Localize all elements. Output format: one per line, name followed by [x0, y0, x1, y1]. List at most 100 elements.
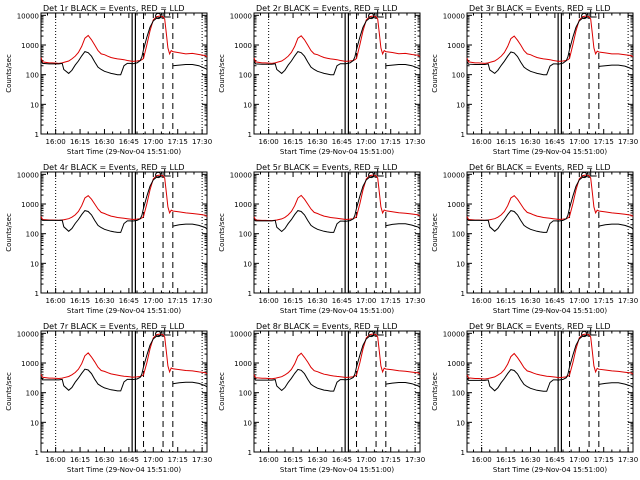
x-tick-label: 16:45	[119, 138, 139, 146]
y-tick-label: 10	[30, 419, 39, 427]
y-tick-label: 10	[456, 260, 465, 268]
y-tick-label: 1000	[234, 201, 252, 209]
y-tick-label: 10	[30, 101, 39, 109]
y-tick-label: 10000	[443, 171, 465, 179]
x-tick-label: 16:00	[46, 138, 66, 146]
y-tick-label: 10	[456, 101, 465, 109]
y-axis-label: Counts/sec	[431, 372, 439, 411]
x-tick-label: 16:15	[496, 297, 516, 305]
y-tick-label: 100	[452, 390, 465, 398]
x-tick-label: 16:15	[70, 297, 90, 305]
panel-1: Det 1r BLACK = Events, RED = LLD 1 10 100 10…	[5, 4, 212, 156]
y-axis-label: Counts/sec	[218, 213, 226, 252]
x-tick-label: 17:15	[168, 138, 188, 146]
x-tick-label: 17:30	[618, 456, 638, 464]
panel-2: Det 2r BLACK = Events, RED = LLD 1 10 100 10…	[218, 4, 425, 156]
x-tick-label: 16:30	[307, 297, 327, 305]
panel-title: Det 8r BLACK = Events, RED = LLD	[256, 322, 398, 331]
panel-6: Det 6r BLACK = Events, RED = LLD 1 10 100 10…	[431, 163, 638, 315]
y-tick-label: 10000	[230, 330, 252, 338]
x-tick-label: 17:00	[143, 456, 163, 464]
lld-series-line	[40, 174, 208, 221]
panel-8: Det 8r BLACK = Events, RED = LLD 1 10 100 10…	[218, 322, 425, 474]
attenuator-out-marker	[590, 328, 597, 336]
x-tick-label: 16:15	[70, 138, 90, 146]
x-tick-label: 17:00	[143, 297, 163, 305]
y-tick-label: 1	[35, 290, 39, 298]
x-axis-label: Start Time (29-Nov-04 15:51:00)	[493, 148, 607, 156]
x-tick-label: 16:00	[472, 297, 492, 305]
events-series-line	[466, 334, 634, 392]
y-tick-label: 1000	[234, 42, 252, 50]
y-tick-label: 10000	[443, 330, 465, 338]
x-axis-label: Start Time (29-Nov-04 15:51:00)	[280, 466, 394, 474]
x-tick-label: 16:30	[520, 138, 540, 146]
attenuator-in-marker	[155, 12, 162, 20]
y-tick-label: 1	[248, 290, 252, 298]
events-series-line	[40, 175, 208, 233]
plot-frame	[253, 330, 421, 453]
panel-title: Det 4r BLACK = Events, RED = LLD	[43, 163, 185, 172]
x-tick-label: 16:45	[332, 297, 352, 305]
y-tick-label: 10	[243, 260, 252, 268]
x-tick-label: 17:30	[618, 297, 638, 305]
y-tick-label: 1	[248, 131, 252, 139]
x-tick-label: 17:30	[618, 138, 638, 146]
plot-frame	[466, 330, 634, 453]
attenuator-out-marker	[164, 169, 171, 177]
x-tick-label: 17:00	[569, 456, 589, 464]
x-tick-label: 16:00	[259, 297, 279, 305]
attenuator-out-marker	[590, 10, 597, 18]
x-tick-label: 17:00	[356, 456, 376, 464]
y-tick-label: 10	[456, 419, 465, 427]
x-tick-label: 17:15	[594, 456, 614, 464]
y-tick-label: 100	[26, 231, 39, 239]
y-tick-label: 100	[26, 72, 39, 80]
x-tick-label: 16:30	[307, 138, 327, 146]
x-tick-label: 16:30	[94, 297, 114, 305]
y-tick-label: 1000	[447, 360, 465, 368]
x-tick-label: 17:30	[192, 138, 212, 146]
x-tick-label: 17:15	[381, 456, 401, 464]
panel-title: Det 7r BLACK = Events, RED = LLD	[43, 322, 185, 331]
x-tick-label: 16:15	[283, 297, 303, 305]
x-axis-label: Start Time (29-Nov-04 15:51:00)	[493, 466, 607, 474]
y-tick-label: 1	[248, 449, 252, 457]
attenuator-in-marker	[368, 12, 375, 20]
x-tick-label: 16:30	[520, 456, 540, 464]
plot-frame	[253, 171, 421, 294]
x-tick-label: 16:45	[545, 297, 565, 305]
x-tick-label: 17:15	[168, 297, 188, 305]
x-tick-label: 17:00	[569, 297, 589, 305]
events-series-line	[253, 334, 421, 392]
lld-series-line	[466, 174, 634, 221]
panel-7: Det 7r BLACK = Events, RED = LLD 1 10 100 10…	[5, 322, 212, 474]
events-series-line	[253, 16, 421, 76]
x-tick-label: 17:30	[192, 456, 212, 464]
y-axis-label: Counts/sec	[218, 372, 226, 411]
y-tick-label: 10	[243, 101, 252, 109]
plot-frame	[466, 171, 634, 294]
y-tick-label: 1000	[234, 360, 252, 368]
attenuator-in-marker	[155, 330, 162, 338]
attenuator-in-marker	[155, 171, 162, 179]
y-tick-label: 100	[239, 390, 252, 398]
y-axis-label: Counts/sec	[218, 54, 226, 93]
y-tick-label: 10000	[443, 12, 465, 20]
x-tick-label: 17:30	[405, 297, 425, 305]
plot-frame	[40, 171, 208, 294]
x-tick-label: 16:15	[496, 138, 516, 146]
y-tick-label: 1000	[447, 201, 465, 209]
y-tick-label: 1000	[21, 42, 39, 50]
y-axis-label: Counts/sec	[5, 54, 13, 93]
attenuator-out-marker	[377, 10, 384, 18]
x-tick-label: 16:00	[46, 297, 66, 305]
x-tick-label: 16:30	[307, 456, 327, 464]
x-tick-label: 16:00	[259, 456, 279, 464]
x-tick-label: 16:45	[119, 456, 139, 464]
y-tick-label: 100	[26, 390, 39, 398]
attenuator-in-marker	[581, 330, 588, 338]
x-tick-label: 16:00	[472, 138, 492, 146]
plot-frame	[253, 12, 421, 135]
x-tick-label: 16:45	[545, 456, 565, 464]
